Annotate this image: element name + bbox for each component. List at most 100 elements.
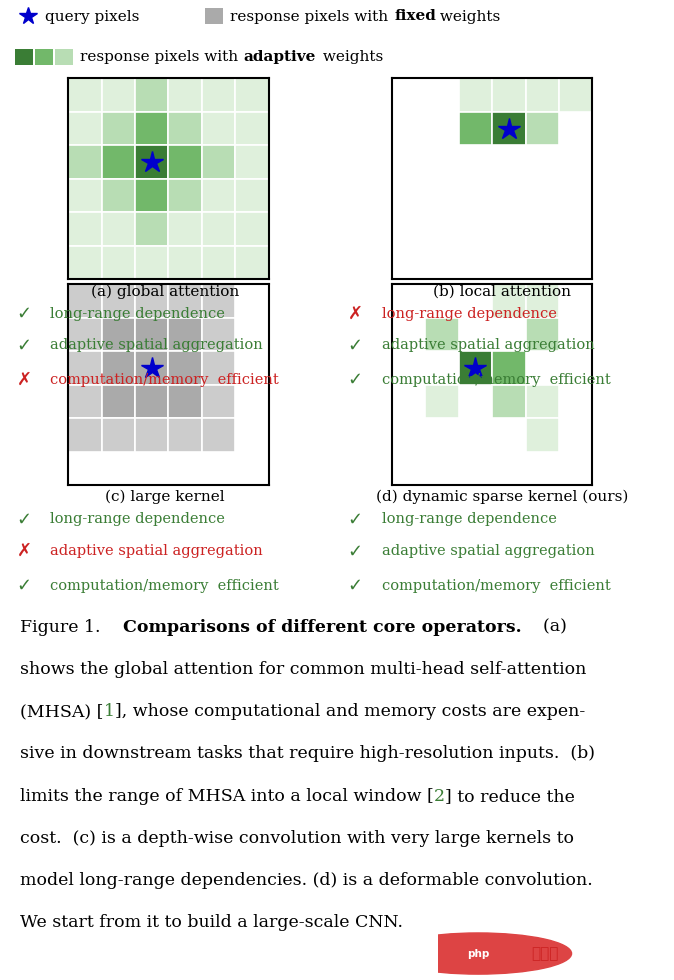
- Bar: [425, 385, 458, 418]
- Text: adaptive spatial aggregation: adaptive spatial aggregation: [381, 338, 594, 353]
- Bar: [526, 78, 559, 112]
- Bar: [202, 78, 235, 112]
- Bar: [458, 112, 492, 145]
- Bar: [202, 284, 235, 318]
- Bar: [492, 78, 526, 112]
- Bar: [68, 246, 102, 279]
- Bar: [492, 385, 526, 418]
- Bar: [392, 178, 425, 213]
- Bar: [102, 385, 135, 418]
- Text: ✓: ✓: [348, 576, 363, 595]
- Bar: [425, 178, 458, 213]
- Bar: [102, 112, 135, 145]
- Bar: [135, 213, 168, 246]
- Text: adaptive spatial aggregation: adaptive spatial aggregation: [50, 338, 262, 353]
- Text: ✓: ✓: [348, 370, 363, 389]
- Bar: [168, 246, 202, 279]
- Text: shows the global attention for common multi-head self-attention: shows the global attention for common mu…: [20, 661, 586, 678]
- Bar: [68, 213, 102, 246]
- Bar: [68, 351, 102, 385]
- Bar: [425, 213, 458, 246]
- Bar: [68, 284, 102, 318]
- Bar: [492, 213, 526, 246]
- Text: weights: weights: [435, 10, 500, 24]
- Text: (MHSA) [: (MHSA) [: [20, 704, 104, 720]
- Text: php: php: [467, 949, 489, 958]
- Bar: [492, 284, 526, 318]
- Bar: [168, 178, 202, 213]
- Bar: [55, 50, 73, 66]
- Text: ] to reduce the: ] to reduce the: [445, 788, 575, 805]
- Bar: [559, 246, 592, 279]
- Bar: [135, 178, 168, 213]
- Text: computation/memory  efficient: computation/memory efficient: [381, 578, 611, 593]
- Text: ✓: ✓: [17, 511, 32, 528]
- Bar: [102, 78, 135, 112]
- Bar: [168, 145, 202, 178]
- Bar: [425, 112, 458, 145]
- Bar: [168, 284, 202, 318]
- Bar: [526, 213, 559, 246]
- Bar: [458, 351, 492, 385]
- Bar: [168, 78, 202, 112]
- Bar: [492, 351, 526, 385]
- Bar: [168, 318, 202, 351]
- Bar: [202, 213, 235, 246]
- Bar: [492, 112, 526, 145]
- Bar: [235, 112, 269, 145]
- Bar: [168, 351, 202, 385]
- Text: 1: 1: [104, 704, 115, 720]
- Bar: [68, 145, 102, 178]
- Text: (a) global attention: (a) global attention: [91, 284, 239, 299]
- Bar: [135, 385, 168, 418]
- Bar: [526, 145, 559, 178]
- Text: long-range dependence: long-range dependence: [50, 307, 224, 320]
- Bar: [68, 178, 102, 213]
- Text: (b) local attention: (b) local attention: [433, 284, 571, 298]
- Bar: [202, 246, 235, 279]
- Bar: [458, 78, 492, 112]
- Bar: [135, 351, 168, 385]
- Bar: [202, 351, 235, 385]
- Text: ✗: ✗: [17, 542, 32, 561]
- Bar: [425, 78, 458, 112]
- Text: computation/memory  efficient: computation/memory efficient: [50, 372, 278, 387]
- Bar: [102, 284, 135, 318]
- Bar: [202, 418, 235, 452]
- Text: limits the range of MHSA into a local window [: limits the range of MHSA into a local wi…: [20, 788, 434, 805]
- Bar: [235, 178, 269, 213]
- Bar: [526, 318, 559, 351]
- Bar: [526, 178, 559, 213]
- Bar: [135, 318, 168, 351]
- Bar: [559, 78, 592, 112]
- Bar: [458, 145, 492, 178]
- Text: ✓: ✓: [348, 542, 363, 561]
- Bar: [35, 50, 53, 66]
- Bar: [135, 112, 168, 145]
- Bar: [492, 246, 526, 279]
- Bar: [202, 112, 235, 145]
- Text: ✓: ✓: [17, 305, 32, 322]
- Text: computation/memory  efficient: computation/memory efficient: [381, 372, 611, 387]
- Bar: [425, 246, 458, 279]
- Bar: [202, 318, 235, 351]
- Bar: [168, 418, 202, 452]
- Text: sive in downstream tasks that require high-resolution inputs.  (b): sive in downstream tasks that require hi…: [20, 746, 595, 762]
- Text: (a): (a): [522, 618, 568, 636]
- Bar: [102, 178, 135, 213]
- Bar: [102, 318, 135, 351]
- Bar: [392, 246, 425, 279]
- Bar: [425, 318, 458, 351]
- Bar: [526, 385, 559, 418]
- Text: ✓: ✓: [348, 511, 363, 528]
- Bar: [392, 145, 425, 178]
- Text: (d) dynamic sparse kernel (ours): (d) dynamic sparse kernel (ours): [376, 490, 628, 505]
- Text: response pixels with: response pixels with: [80, 51, 243, 65]
- Bar: [392, 213, 425, 246]
- Text: cost.  (c) is a depth-wise convolution with very large kernels to: cost. (c) is a depth-wise convolution wi…: [20, 830, 574, 847]
- Bar: [559, 145, 592, 178]
- Text: Figure 1.: Figure 1.: [20, 618, 100, 636]
- Bar: [68, 418, 102, 452]
- Text: response pixels with: response pixels with: [230, 10, 393, 24]
- Bar: [235, 246, 269, 279]
